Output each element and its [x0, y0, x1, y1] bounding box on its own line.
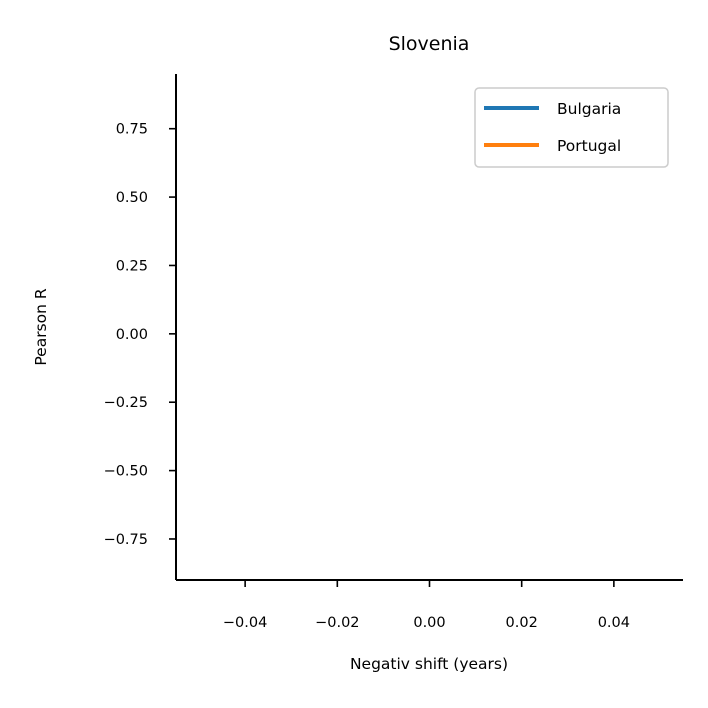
legend-label-portugal: Portugal — [557, 137, 621, 155]
x-tick-label: 0.04 — [598, 615, 630, 631]
y-tick-label: 0.75 — [116, 122, 148, 138]
legend: Bulgaria Portugal — [474, 87, 669, 168]
legend-label-bulgaria: Bulgaria — [557, 100, 621, 118]
x-tick-label: 0.02 — [506, 615, 538, 631]
x-ticks: −0.04 −0.02 0.00 0.02 0.04 — [223, 580, 630, 631]
y-axis-label: Pearson R — [32, 288, 50, 366]
y-tick-label: −0.25 — [104, 395, 148, 411]
y-ticks: 0.75 0.50 0.25 0.00 −0.25 −0.50 −0.75 — [104, 122, 176, 548]
plot-area: −0.04 −0.02 0.00 0.02 0.04 0.750.500.250.00−… — [104, 74, 683, 631]
y-tick-label: 0.50 — [116, 190, 148, 206]
legend-items: Bulgaria Portugal — [484, 100, 621, 155]
x-tick-label: 0.00 — [413, 615, 445, 631]
y-tick-label: 0.00 — [116, 327, 148, 343]
chart-title: Slovenia — [389, 33, 470, 55]
x-axis-label: Negativ shift (years) — [350, 655, 508, 673]
x-tick-label: −0.02 — [315, 615, 359, 631]
x-tick-label: −0.04 — [223, 615, 267, 631]
y-tick-label: −0.75 — [104, 532, 148, 548]
y-tick-label: 0.25 — [116, 258, 148, 274]
y-tick-label: −0.50 — [104, 464, 148, 480]
